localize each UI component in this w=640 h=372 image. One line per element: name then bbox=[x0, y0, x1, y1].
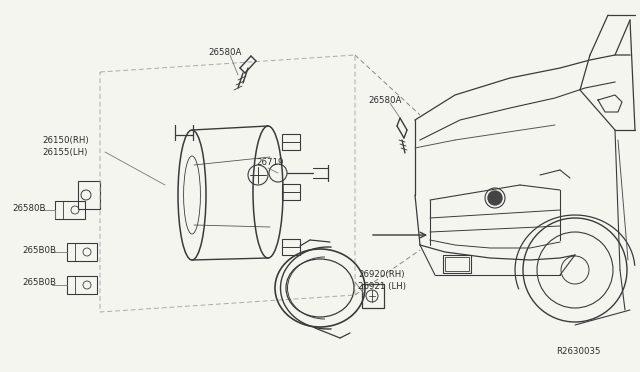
Bar bbox=[55, 201, 85, 219]
Text: 26920(RH)
26921 (LH): 26920(RH) 26921 (LH) bbox=[358, 270, 406, 291]
Text: 265B0B: 265B0B bbox=[22, 246, 56, 255]
Text: 26719: 26719 bbox=[256, 158, 284, 167]
Bar bbox=[282, 239, 300, 255]
Text: R2630035: R2630035 bbox=[556, 347, 600, 356]
Circle shape bbox=[488, 191, 502, 205]
Bar bbox=[67, 243, 97, 261]
Bar bbox=[282, 134, 300, 150]
Bar bbox=[445, 257, 469, 271]
Text: 26580A: 26580A bbox=[368, 96, 401, 105]
Bar bbox=[67, 276, 97, 294]
Text: 26580B: 26580B bbox=[12, 204, 45, 213]
Bar bbox=[362, 284, 384, 308]
Bar bbox=[443, 255, 471, 273]
Bar bbox=[282, 184, 300, 200]
Bar bbox=[78, 181, 100, 209]
Text: 265B0B: 265B0B bbox=[22, 278, 56, 287]
Text: 26580A: 26580A bbox=[208, 48, 241, 57]
Text: 26150(RH)
26155(LH): 26150(RH) 26155(LH) bbox=[42, 136, 88, 157]
